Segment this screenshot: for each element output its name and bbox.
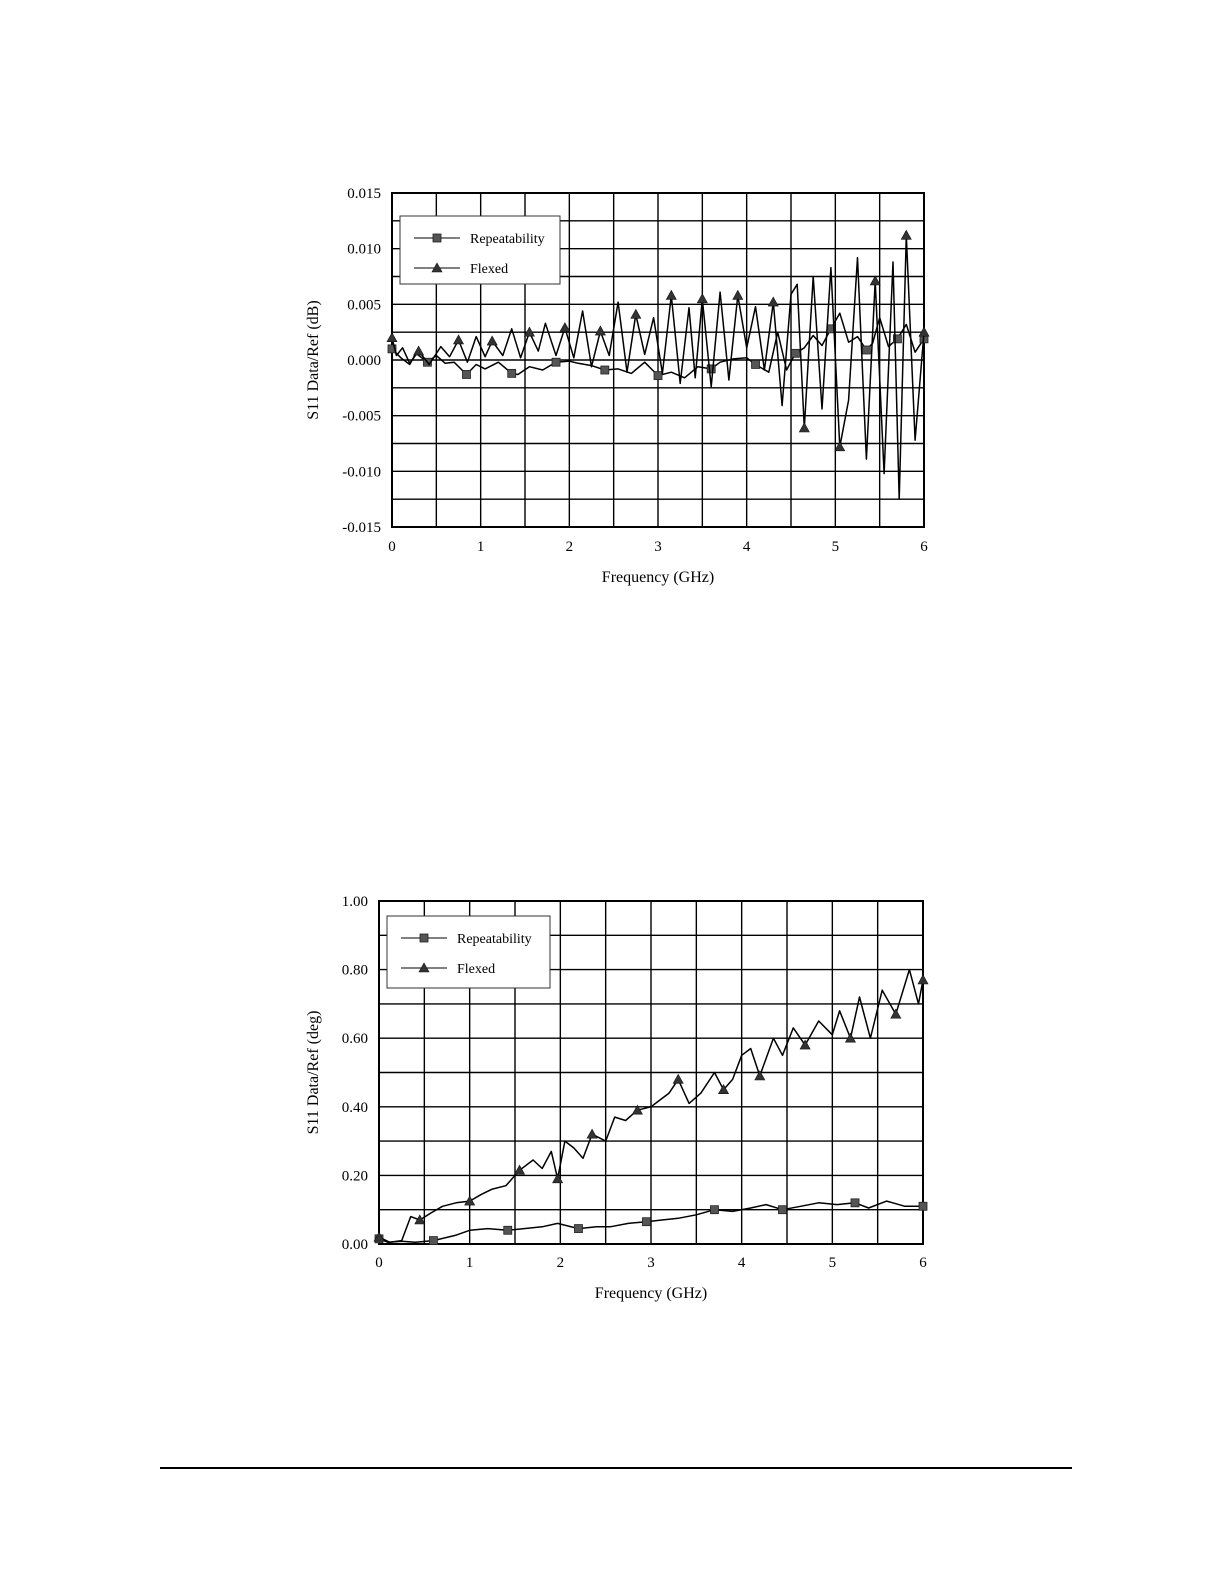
chart1-series-repeatability-point <box>751 360 760 369</box>
chart1-legend-marker-repeatability <box>432 233 442 243</box>
chart1-series-flexed-point <box>630 308 642 319</box>
chart1-series-repeatability-point <box>387 344 397 354</box>
chart1-series-repeatability-point <box>551 357 561 367</box>
chart1-series-flexed-point <box>486 335 498 346</box>
chart1-y-tick-label: 0.010 <box>347 242 381 258</box>
chart1-series-flexed-point <box>413 345 425 356</box>
chart2-x-tick-label: 4 <box>738 1255 746 1271</box>
chart1-series-repeatability-point <box>791 348 800 358</box>
chart2-series-flexed-point <box>844 1032 856 1043</box>
chart1-x-axis-label: Frequency (GHz) <box>602 569 714 586</box>
chart1-series-flexed-point <box>732 289 744 300</box>
chart1-series-flexed-point <box>452 334 465 345</box>
chart2-legend-label-repeatability: Repeatability <box>457 932 532 947</box>
chart1-series-flexed-line <box>391 234 925 500</box>
chart1-y-tick-label: -0.010 <box>342 464 381 480</box>
chart1-y-tick-label: 0.005 <box>347 297 381 313</box>
chart2-y-tick-label: 0.60 <box>342 1031 368 1047</box>
chart2-series-flexed-point <box>718 1084 730 1094</box>
chart2-legend-box <box>386 915 551 989</box>
chart1-x-tick-label: 1 <box>477 539 485 555</box>
chart2-x-tick-label: 6 <box>919 1255 927 1271</box>
chart2-series-flexed-point <box>414 1214 426 1225</box>
chart1-series-flexed-point <box>386 332 398 343</box>
chart1-legend-box <box>399 215 561 285</box>
chart1-series-repeatability-point <box>861 345 871 355</box>
chart2-series-repeatability-point <box>503 1225 513 1235</box>
chart1-legend-marker-flexed <box>431 262 443 273</box>
chart1-plot-frame <box>391 192 925 528</box>
chart1-series-repeatability-point <box>600 365 610 375</box>
chart1-series-flexed-point <box>900 229 912 240</box>
chart1-series-repeatability-point <box>893 334 902 344</box>
chart2-series-flexed-point <box>754 1070 766 1081</box>
chart1-series-flexed-point <box>559 322 571 333</box>
footer-rule <box>160 1467 1072 1469</box>
chart1-series-flexed-point <box>665 289 677 300</box>
chart2-series-repeatability-point <box>710 1205 719 1215</box>
chart2-series-flexed-point <box>464 1195 476 1206</box>
chart1-series-flexed-point <box>594 325 606 336</box>
chart1-x-tick-label: 0 <box>388 539 396 555</box>
chart2-y-axis-label: S11 Data/Ref (deg) <box>305 1011 322 1135</box>
chart1-series-flexed-point <box>869 275 881 286</box>
chart1-x-tick-label: 6 <box>920 539 928 555</box>
chart2-y-tick-label: 1.00 <box>342 894 368 910</box>
chart2-series-flexed-point <box>672 1073 684 1084</box>
chart1-x-tick-label: 3 <box>654 539 662 555</box>
chart2-series-flexed-point <box>917 974 929 985</box>
chart2-series-flexed-point <box>514 1164 526 1175</box>
chart2-y-tick-label: 0.80 <box>342 963 368 979</box>
chart2-plot-frame <box>378 900 924 1245</box>
chart1-y-tick-label: 0.000 <box>347 353 381 369</box>
chart1-series-flexed-point <box>696 293 708 304</box>
chart1-y-axis-label: S11 Data/Ref (dB) <box>305 300 322 419</box>
chart1-series-repeatability-point <box>462 370 471 379</box>
chart2-series-flexed-point <box>631 1104 643 1115</box>
chart2-y-tick-label: 0.40 <box>342 1100 368 1116</box>
chart2-series-repeatability-point <box>850 1198 860 1208</box>
chart2-series-repeatability-point <box>918 1201 928 1211</box>
chart2-x-tick-label: 0 <box>375 1255 383 1271</box>
chart1-y-tick-label: -0.015 <box>342 520 381 536</box>
chart2-x-tick-label: 2 <box>557 1255 565 1271</box>
chart1-series-flexed-point <box>798 422 810 433</box>
chart1-series-repeatability-point <box>706 364 716 374</box>
chart1-y-tick-label: -0.005 <box>342 409 381 425</box>
chart2-y-tick-label: 0.20 <box>342 1168 368 1184</box>
chart2-series-repeatability-point <box>778 1205 787 1215</box>
chart1-legend-label-flexed: Flexed <box>470 262 508 277</box>
chart2-series-flexed-point <box>552 1173 564 1184</box>
chart2-x-tick-label: 1 <box>466 1255 474 1271</box>
chart2-legend-label-flexed: Flexed <box>457 962 495 977</box>
chart1-series-flexed-point <box>523 326 535 337</box>
chart2-series-repeatability-point <box>642 1217 651 1227</box>
chart2-x-axis-label: Frequency (GHz) <box>595 1285 707 1302</box>
chart2-series-flexed-point <box>890 1008 902 1019</box>
chart2-x-tick-label: 5 <box>829 1255 837 1271</box>
chart1-series-flexed-point <box>918 326 930 337</box>
chart1-series-flexed-point <box>834 441 846 452</box>
chart1-series-flexed-point <box>767 296 779 307</box>
chart1-x-tick-label: 4 <box>743 539 751 555</box>
chart2-series-flexed-point <box>799 1039 811 1050</box>
chart2-series-repeatability-point <box>428 1236 438 1245</box>
chart2-x-tick-label: 3 <box>647 1255 655 1271</box>
chart2-y-tick-label: 0.00 <box>342 1237 368 1253</box>
chart1-x-tick-label: 5 <box>832 539 840 555</box>
chart1-x-tick-label: 2 <box>566 539 574 555</box>
chart1-series-repeatability-point <box>653 371 663 380</box>
chart1-legend-label-repeatability: Repeatability <box>470 232 545 247</box>
chart2-legend-marker-repeatability <box>419 933 429 943</box>
chart2-legend-marker-flexed <box>418 962 430 973</box>
chart2-series-flexed-line <box>378 968 924 1244</box>
chart2-series-repeatability-point <box>574 1224 583 1233</box>
chart1-series-repeatability-point <box>507 368 517 378</box>
chart1-y-tick-label: 0.015 <box>347 186 381 202</box>
chart2-series-flexed-point <box>586 1128 598 1139</box>
chart2-series-flexed-point <box>373 1231 385 1242</box>
